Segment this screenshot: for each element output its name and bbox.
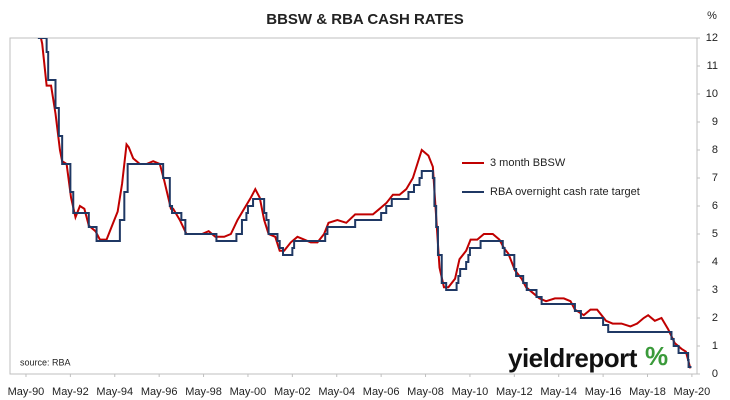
- x-tick-label: May-20: [674, 386, 711, 398]
- logo-mark: %: [645, 341, 668, 371]
- x-tick-label: May-04: [318, 386, 355, 398]
- legend-label: RBA overnight cash rate target: [490, 186, 640, 198]
- legend-label: 3 month BBSW: [490, 157, 566, 169]
- y-tick-label: 1: [712, 340, 718, 352]
- y-tick-label: 12: [706, 32, 718, 44]
- x-tick-label: May-16: [585, 386, 622, 398]
- x-tick-label: May-10: [452, 386, 489, 398]
- x-tick-label: May-02: [274, 386, 311, 398]
- y-tick-label: 5: [712, 228, 718, 240]
- plot-border: [9, 37, 698, 375]
- x-tick-label: May-18: [629, 386, 666, 398]
- x-tick-label: May-96: [141, 386, 178, 398]
- y-tick-label: 7: [712, 172, 718, 184]
- x-tick-label: May-98: [185, 386, 222, 398]
- logo-text: yieldreport: [508, 343, 638, 373]
- y-tick-label: 9: [712, 116, 718, 128]
- y-tick-label: 11: [707, 60, 718, 72]
- source-note: source: RBA: [20, 357, 71, 367]
- x-tick-label: May-06: [363, 386, 400, 398]
- y-tick-label: 4: [712, 256, 718, 268]
- x-tick-label: May-90: [8, 386, 45, 398]
- y-tick-label: 2: [712, 312, 718, 324]
- x-tick-label: May-92: [52, 386, 89, 398]
- y-tick-label: 10: [706, 88, 718, 100]
- x-tick-label: May-94: [96, 386, 133, 398]
- x-tick-label: May-08: [407, 386, 444, 398]
- x-tick-label: May-14: [540, 386, 577, 398]
- x-tick-label: May-12: [496, 386, 533, 398]
- plot-area: [37, 38, 692, 369]
- x-tick-label: May-00: [230, 386, 267, 398]
- y-tick-label: 3: [712, 284, 718, 296]
- series-line: [37, 38, 692, 368]
- series-line: [39, 38, 692, 369]
- y-unit: %: [707, 10, 717, 22]
- y-tick-label: 6: [712, 200, 718, 212]
- chart-title: BBSW & RBA CASH RATES: [266, 11, 464, 28]
- y-tick-label: 8: [712, 144, 718, 156]
- y-tick-label: 0: [712, 368, 718, 380]
